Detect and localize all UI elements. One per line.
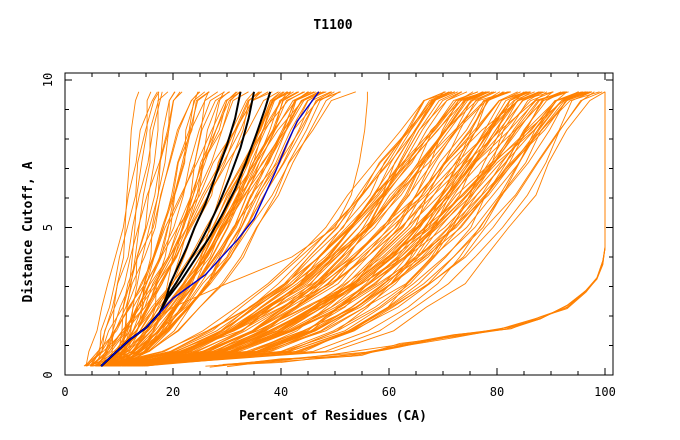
model-curve xyxy=(108,91,140,367)
model-curves xyxy=(83,91,606,368)
model-curve xyxy=(98,91,490,367)
model-curve xyxy=(113,91,586,367)
model-curve xyxy=(90,91,263,367)
model-curve xyxy=(125,91,450,367)
model-curve xyxy=(123,91,595,367)
tick-labels: 0 20 40 60 80 100 0 5 10 xyxy=(41,73,616,399)
model-curve xyxy=(136,91,566,367)
x-axis-label: Percent of Residues (CA) xyxy=(239,409,427,424)
model-curve xyxy=(102,91,453,367)
model-curve xyxy=(104,91,225,367)
model-curve xyxy=(115,91,487,367)
model-curve xyxy=(146,91,531,367)
model-curve xyxy=(117,91,341,367)
model-curve xyxy=(111,91,495,367)
model-curve xyxy=(132,91,606,367)
model-curve xyxy=(113,91,490,367)
x-tick-label: 60 xyxy=(382,385,396,399)
model-curve xyxy=(122,91,564,367)
model-curve xyxy=(128,91,569,367)
model-curve xyxy=(144,91,446,367)
model-curve xyxy=(83,91,200,367)
model-curve xyxy=(144,91,568,367)
model-curve xyxy=(118,91,497,367)
model-curve xyxy=(118,91,488,367)
x-tick-label: 0 xyxy=(61,385,68,399)
model-curve xyxy=(114,91,505,367)
model-curve xyxy=(118,91,159,367)
model-curve xyxy=(89,91,163,367)
y-tick-label: 0 xyxy=(41,371,55,378)
model-curve xyxy=(114,91,582,367)
model-curve xyxy=(90,91,160,367)
model-curve xyxy=(115,91,284,367)
model-curve xyxy=(114,91,452,367)
model-curve xyxy=(129,91,584,367)
model-curve xyxy=(121,91,548,367)
model-curve xyxy=(85,91,158,367)
model-curve xyxy=(110,91,590,367)
model-curve xyxy=(100,91,281,367)
model-curve xyxy=(91,91,566,367)
model-curve xyxy=(94,91,225,367)
model-curve xyxy=(117,91,316,367)
model-curve xyxy=(124,91,511,367)
x-tick-label: 40 xyxy=(274,385,288,399)
chart-title: T1100 xyxy=(313,18,352,33)
model-curve xyxy=(108,91,249,367)
y-tick-label: 5 xyxy=(41,224,55,231)
axis-ticks xyxy=(64,73,613,376)
model-curve xyxy=(101,91,593,367)
model-curve xyxy=(226,247,606,368)
model-curve xyxy=(111,91,206,367)
x-tick-label: 100 xyxy=(594,385,616,399)
model-curve xyxy=(100,91,487,367)
y-axis-label: Distance Cutoff, A xyxy=(21,161,36,302)
model-curve xyxy=(101,91,335,367)
highlight-curves xyxy=(100,91,320,367)
series-line xyxy=(100,91,320,367)
model-curve xyxy=(114,91,231,367)
model-curve xyxy=(128,91,593,367)
model-curve xyxy=(121,91,209,367)
model-curve xyxy=(116,91,199,367)
model-curve xyxy=(105,91,320,367)
model-curve xyxy=(136,91,587,367)
model-curve xyxy=(104,91,527,367)
model-curve xyxy=(95,91,241,367)
model-curve xyxy=(116,91,544,367)
model-curve xyxy=(95,91,579,367)
model-curve xyxy=(85,91,279,367)
x-tick-label: 80 xyxy=(490,385,504,399)
model-curve xyxy=(106,91,484,367)
model-curve xyxy=(108,91,474,367)
model-curve xyxy=(98,91,181,367)
model-curve xyxy=(118,91,341,367)
model-curve xyxy=(112,91,586,367)
plot-frame xyxy=(64,72,614,376)
model-curve xyxy=(122,91,356,367)
model-curve xyxy=(104,91,446,367)
y-tick-label: 10 xyxy=(41,73,55,87)
model-curve xyxy=(117,91,238,367)
model-curve xyxy=(130,91,567,367)
model-curve xyxy=(102,91,331,367)
model-curve xyxy=(142,91,527,367)
x-tick-label: 20 xyxy=(166,385,180,399)
